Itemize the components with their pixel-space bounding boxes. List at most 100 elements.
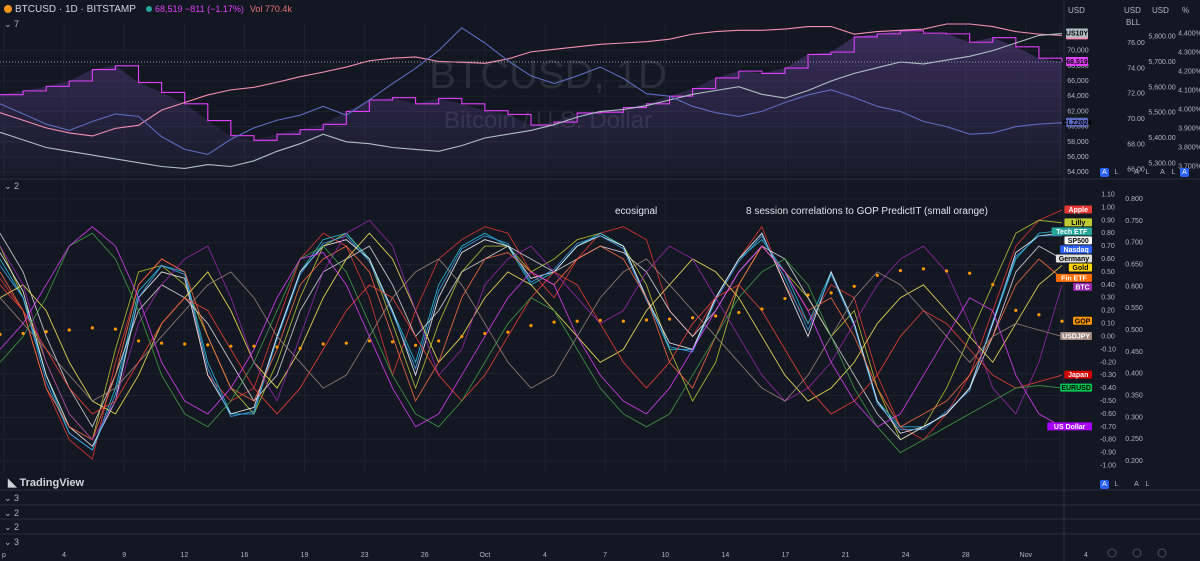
annotation-ecosignal: ecosignal: [615, 206, 658, 217]
y-tick-label: 0.350: [1125, 393, 1143, 400]
x-tick-label: 17: [782, 552, 790, 559]
btc-area-fill: [0, 30, 1062, 177]
gop-dot: [829, 291, 833, 295]
gop-dot: [321, 342, 325, 346]
volume-value: Vol 770.4k: [249, 4, 292, 14]
gop-dot: [229, 344, 233, 348]
scale-settings-icon: [1132, 548, 1142, 558]
y-tick-label: 5,600.00: [1148, 84, 1175, 91]
gop-dot: [1037, 313, 1041, 317]
legend-tag-lilly: Lilly: [1064, 218, 1092, 227]
gop-dot: [252, 344, 256, 348]
gop-dot: [160, 341, 164, 345]
y-tick-label: 0.20: [1101, 308, 1115, 315]
auto-scale-button-6[interactable]: A: [1134, 481, 1139, 488]
pane1-legend-toggle[interactable]: ⌄ 7: [4, 19, 20, 29]
series-line-us-dollar: [0, 226, 1063, 428]
x-tick-label: Nov: [1020, 552, 1033, 559]
svg-text:USDJPY: USDJPY: [1062, 333, 1090, 340]
y-tick-label: -0.10: [1100, 346, 1116, 353]
gop-dot: [621, 319, 625, 323]
y-tick-label: -0.80: [1100, 437, 1116, 444]
value-tag-btcusd: 68,519: [1066, 57, 1088, 66]
legend-tag-tech-etf: Tech ETF: [1051, 227, 1092, 236]
legend-tag-gold: Gold: [1068, 263, 1092, 272]
x-tick-label: 14: [721, 552, 729, 559]
collapsed-pane-2[interactable]: ⌄ 2: [4, 508, 20, 518]
y-tick-label: 56,000: [1067, 154, 1089, 161]
y-tick-label: 4.200%: [1178, 69, 1200, 76]
y-tick-label: 0.00: [1101, 333, 1115, 340]
scale-header-2[interactable]: USD: [1124, 6, 1141, 15]
legend-tag-japan: Japan: [1064, 370, 1092, 379]
auto-scale-button-4[interactable]: A: [1180, 168, 1189, 177]
collapsed-pane-4[interactable]: ⌄ 3: [4, 537, 20, 547]
legend-tag-btc: BTC: [1073, 282, 1092, 291]
y-tick-label: 0.750: [1125, 218, 1143, 225]
series-line-clz2024: [0, 27, 1063, 156]
gop-dot: [968, 271, 972, 275]
legend-tag-fin-etf: Fin ETF: [1055, 273, 1092, 282]
x-tick-label: 26: [421, 552, 429, 559]
auto-scale-button-2[interactable]: A: [1134, 169, 1139, 176]
y-tick-label: 0.800: [1125, 196, 1143, 203]
y-tick-label: 0.60: [1101, 256, 1115, 263]
y-tick-label: -0.90: [1100, 450, 1116, 457]
y-tick-label: 0.600: [1125, 283, 1143, 290]
x-tick-label: 7: [603, 552, 607, 559]
bitcoin-icon: [4, 5, 12, 13]
symbol-title[interactable]: BTCUSD · 1D · BITSTAMP: [4, 4, 136, 15]
gop-dot: [691, 316, 695, 320]
x-tick-label: 4: [543, 552, 547, 559]
gop-dot: [90, 326, 94, 330]
svg-text:Germany: Germany: [1059, 256, 1089, 263]
x-tick-label: p: [2, 552, 6, 559]
x-tick-label: 10: [661, 552, 669, 559]
gop-dot: [113, 327, 118, 331]
legend-tags: 68,519SPXUS10YCLZ2024AppleLillyTech ETFS…: [1047, 28, 1092, 431]
scale-header-4[interactable]: %: [1182, 6, 1190, 15]
collapsed-pane-3[interactable]: ⌄ 2: [4, 522, 20, 532]
tradingview-logo[interactable]: ◣ TradingView: [8, 477, 85, 489]
y-tick-label: 0.550: [1125, 305, 1143, 312]
auto-scale-button-3[interactable]: A: [1160, 169, 1165, 176]
y-tick-label: 0.40: [1101, 282, 1115, 289]
svg-text:CLZ2024: CLZ2024: [1062, 120, 1091, 127]
log-scale-button-6[interactable]: L: [1145, 481, 1150, 488]
log-scale-button-5[interactable]: L: [1114, 481, 1119, 488]
log-scale-button-3[interactable]: L: [1171, 169, 1176, 176]
auto-scale-button-5[interactable]: A: [1100, 480, 1109, 489]
scale-header-3[interactable]: USD: [1152, 6, 1169, 15]
log-scale-button-2[interactable]: L: [1145, 169, 1150, 176]
gop-dot: [991, 282, 995, 287]
y-tick-label: 70.00: [1127, 116, 1145, 123]
gop-dot: [506, 330, 510, 334]
y-tick-label: 4.000%: [1178, 107, 1200, 114]
y-tick-label: 5,300.00: [1148, 160, 1175, 167]
y-tick-label: 68.00: [1127, 141, 1145, 148]
gop-dot: [852, 284, 856, 288]
svg-text:Fin ETF: Fin ETF: [1061, 275, 1087, 282]
gop-dot: [367, 339, 371, 343]
svg-text:US10Y: US10Y: [1066, 31, 1089, 38]
pane2-legend-toggle[interactable]: ⌄ 2: [4, 181, 20, 191]
gop-dot: [344, 341, 348, 345]
collapsed-pane-1[interactable]: ⌄ 3: [4, 493, 20, 503]
auto-scale-button[interactable]: A: [1100, 168, 1109, 177]
scale-header-1[interactable]: USD: [1068, 6, 1085, 15]
gop-dot: [275, 345, 279, 349]
y-tick-label: 0.80: [1101, 230, 1115, 237]
gop-dot: [21, 331, 25, 336]
svg-text:GOP: GOP: [1075, 318, 1091, 325]
scale-settings-icon: [1107, 548, 1117, 558]
y-tick-label: 54,000: [1067, 169, 1089, 176]
series-line-spx: [0, 23, 1063, 137]
y-tick-label: 66.00: [1127, 167, 1145, 174]
gop-dot: [921, 267, 926, 271]
y-tick-label: 76.00: [1127, 40, 1145, 47]
log-scale-button[interactable]: L: [1114, 169, 1119, 176]
y-tick-label: 72.00: [1127, 91, 1145, 98]
svg-text:Japan: Japan: [1068, 372, 1088, 379]
series-line-eurusd: [0, 232, 1063, 454]
